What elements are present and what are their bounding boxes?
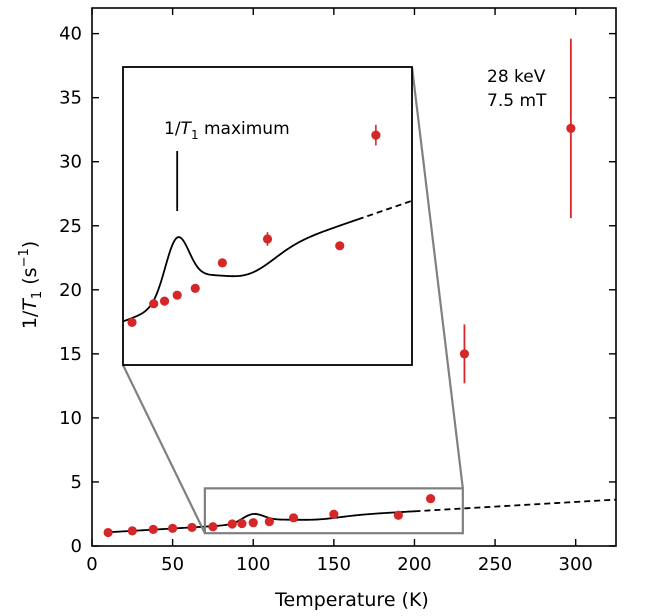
data-point-14 [459,349,470,359]
data-point-0 [103,527,113,538]
inset-frame [122,66,413,366]
inset-data-point-2 [159,296,170,306]
y-tick-label-20: 20 [59,280,82,301]
x-tick-label-50: 50 [161,554,184,575]
data-point-1 [127,526,137,536]
data-point-15 [566,123,576,134]
data-point-7 [237,518,247,529]
annotation-field: 7.5 mT [487,91,547,111]
data-point-3 [168,523,178,533]
zoom-box [203,487,464,535]
data-point-11 [329,509,339,519]
data-point-2 [148,524,158,534]
zoom-connector-left [122,364,206,534]
data-point-9 [264,517,274,527]
y-tick-label-15: 15 [59,344,82,365]
data-point-4 [187,522,197,533]
x-tick-label-200: 200 [397,554,431,575]
inset-data-point-8 [371,130,381,140]
fit-extrapolation [414,498,617,513]
inset-data-point-4 [190,283,200,293]
data-point-6 [227,519,237,529]
y-tick-label-10: 10 [59,408,82,429]
x-tick-label-250: 250 [478,554,512,575]
plot-frame [91,7,617,547]
inset-data-point-0 [127,317,137,328]
inset-data-point-5 [217,258,227,268]
inset-maximum-label: 1/T1 maximum [164,119,290,142]
y-tick-label-40: 40 [59,24,82,45]
inset-data-point-7 [335,241,345,251]
x-tick-label-150: 150 [317,554,351,575]
inset-fit-curve [122,218,359,323]
data-point-10 [288,513,299,523]
data-point-8 [248,518,258,528]
y-tick-label-30: 30 [59,152,82,173]
y-tick-label-25: 25 [59,216,82,237]
inset-data-point-3 [172,290,182,300]
annotation-energy: 28 keV [487,67,546,87]
inset-data-point-6 [262,234,273,244]
main-plot: 0 50 100 150 200 250 300 0 5 10 15 20 25 30 35 40 [59,7,617,575]
zoom-connector-right [410,66,464,489]
data-point-5 [208,522,218,532]
x-tick-label-0: 0 [86,554,97,575]
x-tick-label-100: 100 [236,554,270,575]
x-axis-label: Temperature (K) [274,589,429,611]
y-axis-label: 1/T1 (s−1) [17,241,45,329]
y-tick-label-35: 35 [59,88,82,109]
inset-plot [122,66,413,366]
data-point-12 [393,510,403,520]
y-tick-label-0: 0 [71,536,82,557]
inset-data-point-1 [149,299,159,309]
x-tick-label-300: 300 [559,554,593,575]
data-point-13 [425,494,436,504]
y-tick-label-5: 5 [71,472,82,493]
